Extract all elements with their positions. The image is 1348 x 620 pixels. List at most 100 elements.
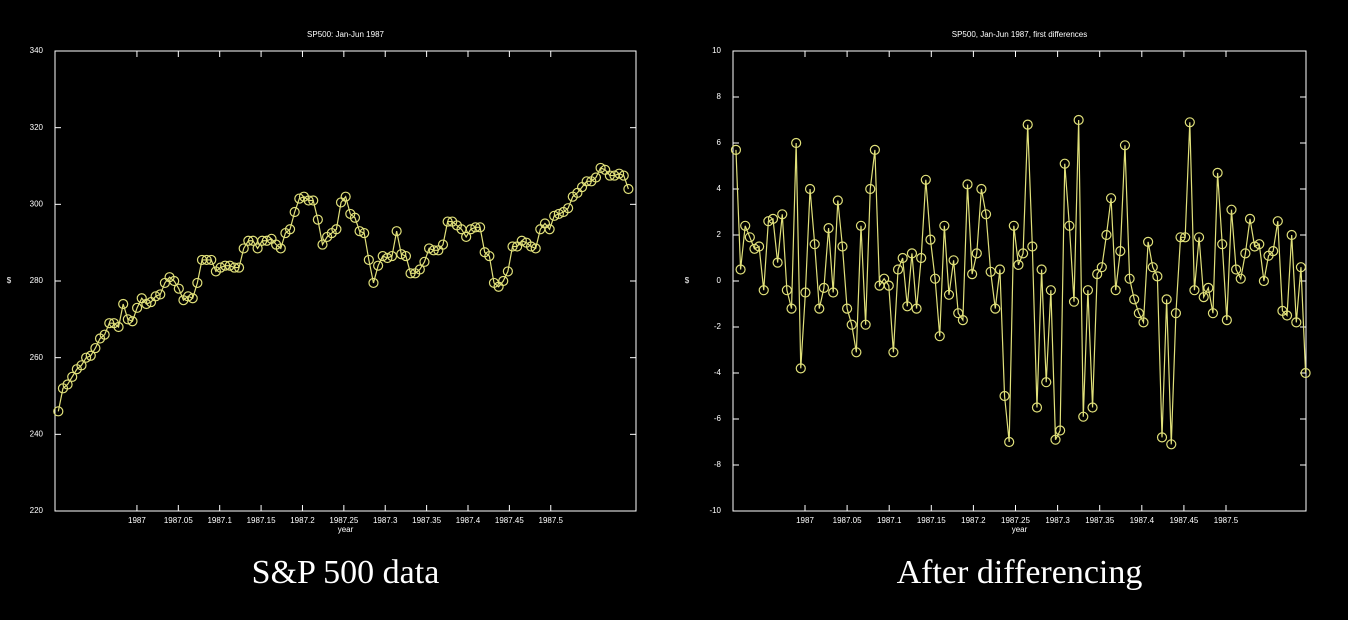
plot-frame — [54, 50, 637, 512]
data-point — [1235, 273, 1246, 284]
data-point — [289, 206, 300, 218]
data-point — [754, 241, 765, 252]
data-point — [818, 282, 830, 293]
data-point — [1129, 294, 1140, 305]
data-point — [744, 232, 755, 243]
data-point — [516, 235, 527, 246]
x-tick-label: 1987.15 — [247, 516, 276, 525]
data-point — [1254, 239, 1265, 250]
data-point — [1193, 232, 1205, 243]
y-tick-label: 340 — [30, 46, 44, 55]
y-tick-label: 2 — [717, 230, 722, 239]
data-point — [855, 220, 867, 231]
data-point — [1207, 308, 1219, 319]
data-point — [1203, 282, 1214, 293]
data-point — [544, 224, 555, 235]
x-tick-label: 1987.45 — [495, 516, 524, 525]
data-point — [229, 262, 240, 273]
data-point — [1064, 220, 1075, 231]
data-point — [1249, 241, 1260, 252]
y-axis-label: $ — [685, 276, 690, 285]
data-point — [1184, 117, 1195, 128]
data-point — [772, 257, 783, 268]
data-point — [832, 195, 843, 206]
data-point — [1300, 367, 1311, 379]
x-axis-label: year — [338, 525, 354, 534]
data-point — [484, 250, 495, 262]
data-point — [976, 183, 987, 195]
y-tick-label: 8 — [717, 92, 722, 101]
data-point — [127, 316, 138, 327]
data-point — [252, 243, 263, 254]
data-point — [1133, 308, 1144, 319]
x-tick-label: 1987 — [128, 516, 146, 525]
data-point — [331, 224, 342, 235]
x-tick-label: 1987 — [796, 516, 814, 525]
data-point — [1017, 248, 1029, 259]
data-point — [386, 250, 398, 262]
data-point — [1124, 273, 1135, 284]
x-tick-label: 1987.3 — [373, 516, 398, 525]
data-point — [851, 347, 862, 358]
data-point — [1068, 296, 1080, 307]
data-point — [90, 342, 101, 354]
data-point — [1161, 294, 1172, 305]
data-point — [1147, 262, 1158, 273]
data-point — [1189, 285, 1200, 296]
y-tick-label: -10 — [709, 506, 721, 515]
data-point — [1115, 246, 1126, 257]
data-point — [294, 193, 305, 204]
data-point — [929, 273, 941, 284]
x-tick-label: 1987.5 — [1214, 516, 1239, 525]
data-point — [507, 241, 518, 252]
data-point — [428, 245, 439, 256]
data-point — [1156, 432, 1168, 443]
y-tick-label: 6 — [717, 138, 722, 147]
x-tick-label: 1987.1 — [877, 516, 902, 525]
data-point — [1008, 220, 1019, 231]
data-point — [363, 254, 374, 266]
data-point — [99, 329, 110, 340]
data-point — [883, 280, 894, 291]
data-point — [957, 315, 968, 326]
data-point — [804, 183, 816, 195]
data-point — [405, 268, 416, 279]
data-point — [525, 241, 537, 252]
data-point — [934, 331, 945, 342]
y-tick-label: 280 — [30, 276, 44, 285]
x-tick-label: 1987.05 — [833, 516, 862, 525]
x-tick-label: 1987.05 — [164, 516, 193, 525]
y-tick-label: 300 — [30, 199, 44, 208]
x-tick-label: 1987.45 — [1169, 516, 1198, 525]
data-point — [1244, 213, 1256, 224]
x-tick-label: 1987.25 — [329, 516, 358, 525]
x-tick-label: 1987.35 — [1085, 516, 1114, 525]
x-axis-label: year — [1012, 525, 1028, 534]
x-tick-label: 1987.15 — [917, 516, 946, 525]
data-point — [465, 224, 476, 235]
data-point — [1152, 271, 1163, 282]
data-point — [563, 203, 574, 214]
data-point — [1286, 229, 1297, 241]
data-point — [419, 256, 430, 267]
data-point — [781, 285, 792, 296]
x-tick-label: 1987.1 — [207, 516, 232, 525]
data-point — [786, 303, 797, 314]
data-point — [549, 210, 560, 221]
data-point — [902, 301, 913, 312]
data-point — [999, 390, 1010, 402]
data-point — [1050, 434, 1061, 445]
data-point — [85, 350, 96, 361]
data-point — [206, 254, 217, 266]
x-tick-label: 1987.2 — [290, 516, 315, 525]
y-tick-label: 4 — [717, 184, 722, 193]
data-point — [502, 266, 513, 277]
data-line — [735, 119, 1307, 445]
data-point — [530, 243, 541, 254]
data-line — [57, 167, 629, 412]
data-point — [1045, 285, 1056, 296]
x-tick-label: 1987.25 — [1001, 516, 1030, 525]
data-point — [1119, 140, 1131, 151]
data-point — [1036, 264, 1047, 275]
data-point — [800, 287, 811, 298]
